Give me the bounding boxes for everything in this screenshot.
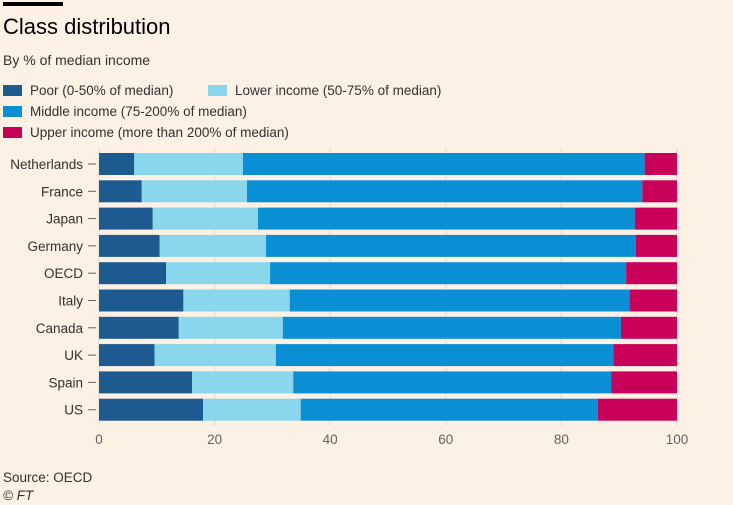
- category-label: France: [41, 184, 83, 199]
- bar-japan-series-1: [152, 207, 258, 230]
- bar-oecd-series-0: [99, 262, 167, 285]
- x-tick-label: 40: [323, 432, 338, 447]
- chart-subtitle: By % of median income: [3, 52, 151, 68]
- bar-japan-series-0: [99, 207, 153, 230]
- x-tick-label: 80: [554, 432, 569, 447]
- category-label: Japan: [46, 212, 83, 227]
- bar-netherlands-series-3: [644, 153, 677, 175]
- category-label: Germany: [27, 239, 83, 254]
- credit-note: © FT: [3, 488, 34, 503]
- bar-netherlands-series-0: [99, 153, 135, 175]
- category-label: OECD: [44, 266, 83, 281]
- bar-canada-series-0: [99, 316, 179, 339]
- bar-germany-series-1: [159, 234, 267, 257]
- bar-spain-series-2: [293, 371, 612, 394]
- bar-japan-series-2: [257, 207, 635, 230]
- category-label: Spain: [48, 375, 83, 390]
- bar-us-series-2: [300, 398, 598, 421]
- x-tick-label: 0: [95, 432, 103, 447]
- bar-france-series-1: [141, 180, 247, 203]
- x-tick-label: 20: [207, 432, 222, 447]
- bar-us-series-3: [597, 398, 677, 421]
- category-label: Netherlands: [10, 157, 83, 172]
- category-label: Italy: [58, 294, 83, 309]
- bar-france-series-2: [246, 180, 643, 203]
- bar-netherlands-series-2: [242, 153, 645, 175]
- bar-france-series-3: [642, 180, 677, 203]
- bar-spain-series-3: [611, 371, 677, 394]
- bar-uk-series-2: [275, 344, 614, 367]
- bar-uk-series-3: [613, 344, 677, 367]
- source-note: Source: OECD: [3, 470, 93, 485]
- title-rule: [3, 2, 63, 6]
- bar-oecd-series-3: [626, 262, 677, 285]
- x-tick-label: 100: [666, 432, 689, 447]
- bar-italy-series-0: [99, 289, 184, 312]
- bar-netherlands-series-1: [134, 153, 243, 175]
- bar-us-series-1: [203, 398, 301, 421]
- bar-france-series-0: [99, 180, 142, 203]
- category-label: US: [64, 403, 83, 418]
- category-label: UK: [64, 348, 83, 363]
- bar-uk-series-0: [99, 344, 155, 367]
- bar-spain-series-0: [99, 371, 193, 394]
- bar-italy-series-1: [183, 289, 290, 312]
- bar-canada-series-3: [620, 316, 677, 339]
- bar-us-series-0: [99, 398, 204, 421]
- bar-uk-series-1: [154, 344, 276, 367]
- bar-italy-series-2: [289, 289, 630, 312]
- x-tick-label: 60: [438, 432, 453, 447]
- bar-japan-series-3: [634, 207, 677, 230]
- bar-oecd-series-2: [270, 262, 627, 285]
- bar-canada-series-2: [282, 316, 621, 339]
- bar-germany-series-0: [99, 234, 160, 257]
- chart-title: Class distribution: [3, 14, 171, 39]
- bar-spain-series-1: [192, 371, 294, 394]
- bar-germany-series-3: [635, 234, 677, 257]
- bar-italy-series-3: [629, 289, 677, 312]
- bar-oecd-series-1: [166, 262, 271, 285]
- category-label: Canada: [36, 321, 84, 336]
- bar-germany-series-2: [266, 234, 636, 257]
- bar-canada-series-1: [178, 316, 283, 339]
